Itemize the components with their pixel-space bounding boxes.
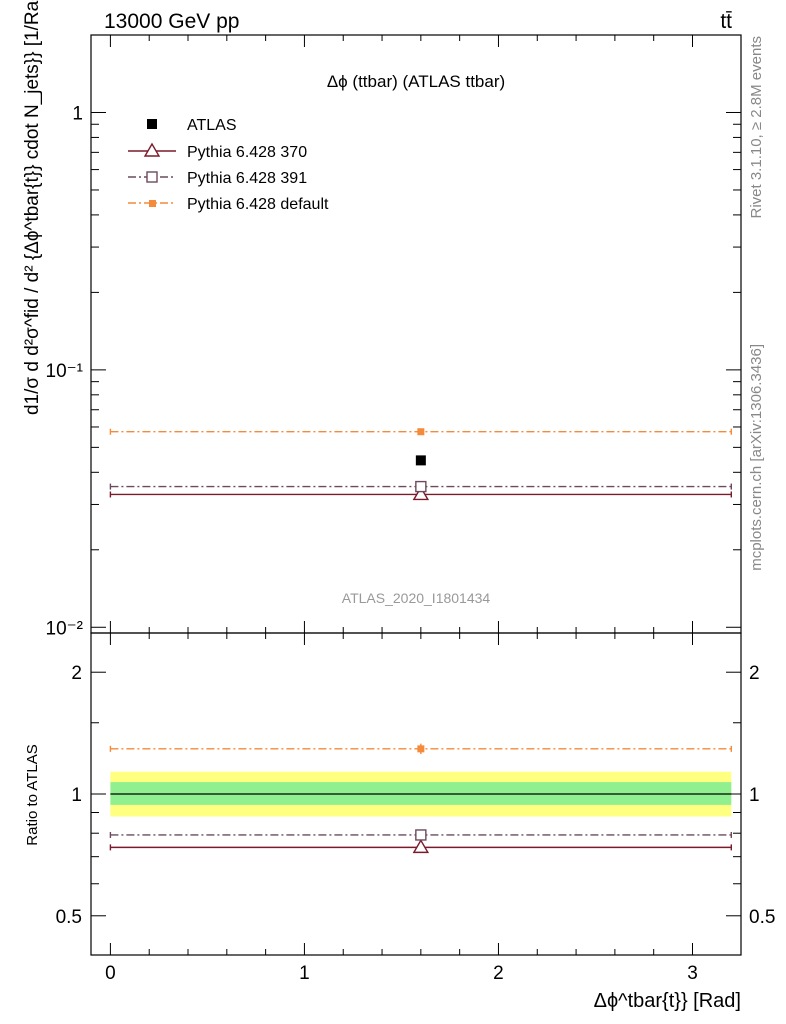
xlabel: Δϕ^tbar{t}} [Rad] [594, 990, 741, 1012]
series-pythia-6-428-391 [109, 829, 732, 841]
ratio-ytick-label-left: 0.5 [56, 907, 82, 928]
legend-label-pythia-391: Pythia 6.428 391 [187, 170, 307, 187]
series-pythia-6-428-370 [109, 838, 732, 854]
ratio-axes: 0.5 0.5 1 1 2 2 0 1 2 3 [56, 633, 775, 984]
series-atlas [415, 455, 426, 466]
ratio-series [109, 743, 732, 854]
main-ytick-label: 1 [72, 103, 83, 124]
main-axes: 1 10⁻¹ 10⁻² [46, 35, 741, 639]
legend-label-pythia-370: Pythia 6.428 370 [187, 144, 307, 161]
rivet-label: Rivet 3.1.10, ≥ 2.8M events [748, 36, 765, 219]
mcplots-label: mcplots.cern.ch [arXiv:1306.3436] [748, 344, 765, 571]
xtick-label: 1 [299, 963, 310, 984]
ratio-ytick-label-right: 0.5 [749, 907, 775, 928]
ratio-ytick-label-left: 2 [71, 663, 82, 684]
xtick-label: 0 [105, 963, 116, 984]
ratio-ytick-label-right: 2 [749, 663, 760, 684]
energy-label: 13000 GeV pp [104, 10, 239, 33]
series-pythia-6-428-391 [109, 480, 732, 493]
legend-entry-pythia-391: Pythia 6.428 391 [128, 170, 307, 187]
legend: ATLAS Pythia 6.428 370 Pythia 6.428 391 … [128, 117, 329, 213]
ratio-bands [110, 771, 732, 817]
legend-entry-pythia-default: Pythia 6.428 default [128, 196, 329, 213]
ratio-ylabel: Ratio to ATLAS [24, 744, 41, 845]
analysis-watermark: ATLAS_2020_I1801434 [342, 590, 491, 606]
ratio-ytick-label-right: 1 [749, 785, 760, 806]
series-pythia-6-428-370-marker [412, 486, 430, 501]
main-panel: Δϕ (ttbar) (ATLAS ttbar) ATLAS_2020_I180… [22, 0, 742, 639]
series-pythia-6-428-370 [109, 486, 732, 501]
main-series [109, 428, 732, 501]
series-pythia-6-428-370-marker [412, 838, 430, 854]
legend-marker-atlas [147, 119, 157, 129]
series-atlas-marker [415, 455, 426, 466]
main-title: Δϕ (ttbar) (ATLAS ttbar) [327, 72, 505, 91]
legend-entry-pythia-370: Pythia 6.428 370 [128, 142, 307, 161]
legend-marker-pythia-370 [143, 142, 161, 157]
ratio-ytick-label-left: 1 [71, 785, 82, 806]
xtick-label: 2 [493, 963, 504, 984]
series-pythia-6-428-default [109, 428, 732, 436]
main-ylabel: d1/σ d d²σ^fid / d² {Δϕ^tbar{t}} cdot N_… [22, 0, 43, 415]
series-pythia-6-428-391-marker [415, 829, 427, 841]
legend-label-atlas: ATLAS [187, 117, 237, 134]
legend-marker-pythia-391 [146, 171, 158, 183]
xtick-label: 3 [687, 963, 698, 984]
legend-marker-pythia-default [149, 200, 156, 207]
legend-entry-atlas: ATLAS [147, 117, 237, 134]
series-pythia-6-428-default-marker [417, 428, 425, 436]
main-ytick-label: 10⁻² [46, 618, 84, 639]
ratio-panel: Ratio to ATLAS Δϕ^tbar{t}} [Rad] 0.5 0.5 1… [24, 632, 775, 1012]
series-pythia-6-428-391-marker [415, 480, 427, 493]
process-label: tt̄ [720, 10, 732, 33]
legend-label-pythia-default: Pythia 6.428 default [187, 196, 329, 213]
main-ytick-label: 10⁻¹ [46, 361, 84, 382]
